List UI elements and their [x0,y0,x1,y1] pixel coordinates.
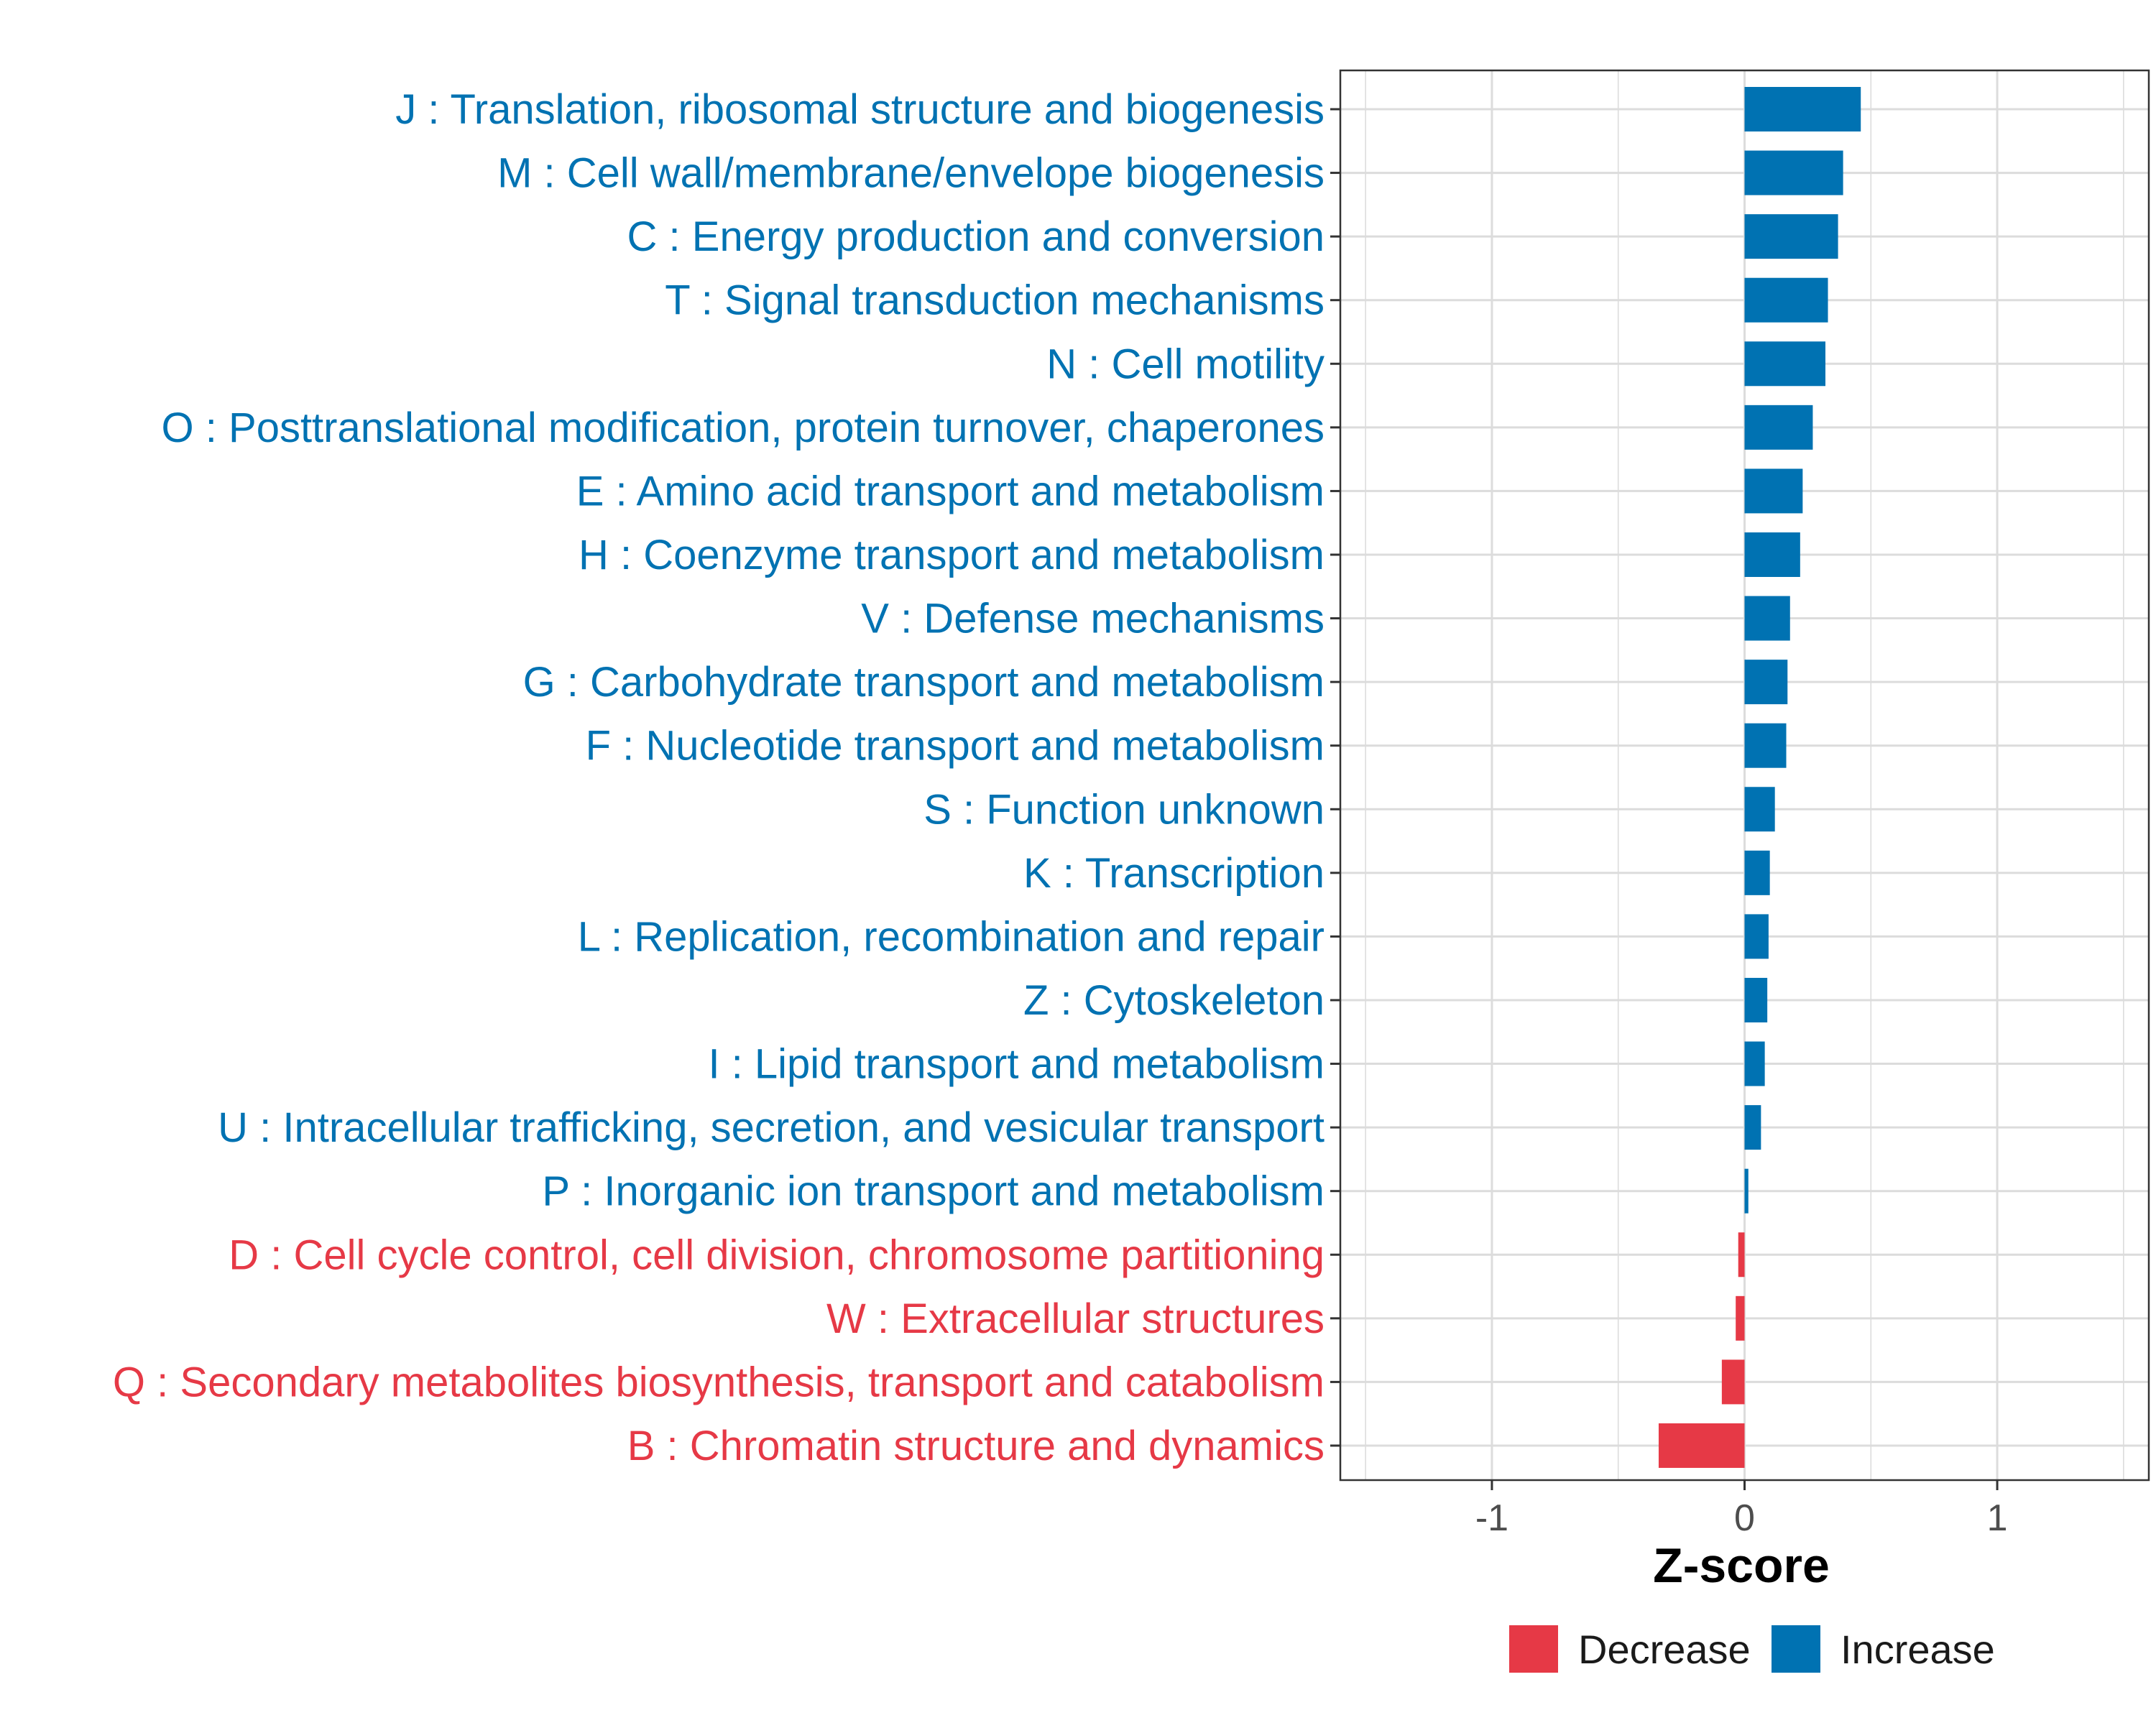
bar-s [1744,787,1775,832]
category-label: C : Energy production and conversion [627,213,1325,260]
category-label: W : Extracellular structures [826,1295,1325,1342]
bar-h [1744,532,1800,577]
bar-f [1744,723,1787,768]
category-label: E : Amino acid transport and metabolism [576,468,1325,514]
category-label: H : Coenzyme transport and metabolism [579,532,1325,578]
bar-z [1744,977,1768,1022]
bar-u [1744,1105,1761,1150]
category-label: Z : Cytoskeleton [1023,977,1325,1024]
category-label: S : Function unknown [923,786,1325,833]
bar-t [1744,277,1828,323]
category-label: U : Intracellular trafficking, secretion… [218,1104,1325,1151]
category-label: J : Translation, ribosomal structure and… [395,86,1325,133]
category-label: Q : Secondary metabolites biosynthesis, … [113,1359,1325,1405]
bars-layer [1658,87,1861,1468]
bar-c [1744,214,1838,259]
bar-g [1744,660,1788,705]
legend-label-decrease: Decrease [1578,1627,1751,1672]
bar-d [1738,1232,1745,1277]
category-label: B : Chromatin structure and dynamics [627,1423,1325,1469]
bar-n [1744,341,1825,387]
category-label: O : Posttranslational modification, prot… [162,405,1325,451]
x-tick-label: 0 [1734,1497,1755,1539]
bar-m [1744,150,1843,195]
bar-j [1744,87,1861,131]
ticks-layer: -1 0 1 [1330,108,2008,1539]
bar-w [1736,1295,1745,1341]
category-label: F : Nucleotide transport and metabolism [586,723,1325,770]
bar-e [1744,468,1803,514]
bar-o [1744,405,1813,450]
category-label: M : Cell wall/membrane/envelope biogenes… [497,150,1325,197]
bar-q [1721,1359,1745,1405]
bar-i [1744,1041,1765,1086]
category-label: G : Carbohydrate transport and metabolis… [523,659,1325,706]
bar-l [1744,914,1769,959]
bar-p [1744,1168,1749,1214]
x-tick-label: -1 [1475,1497,1508,1539]
category-labels: J : Translation, ribosomal structure and… [113,86,1325,1469]
category-label: L : Replication, recombination and repai… [578,913,1325,960]
x-tick-label: 1 [1987,1497,2008,1539]
category-label: N : Cell motility [1046,341,1325,387]
category-label: V : Defense mechanisms [861,596,1325,642]
category-label: K : Transcription [1023,850,1325,897]
category-label: D : Cell cycle control, cell division, c… [229,1232,1325,1278]
category-label: I : Lipid transport and metabolism [708,1041,1325,1088]
legend-key-decrease [1509,1625,1558,1673]
bar-v [1744,596,1790,641]
category-label: T : Signal transduction mechanisms [665,277,1325,324]
bar-k [1744,850,1770,895]
legend-key-increase [1772,1625,1820,1673]
bar-b [1658,1423,1745,1468]
legend-label-increase: Increase [1841,1627,1995,1672]
category-label: P : Inorganic ion transport and metaboli… [542,1168,1325,1215]
legend: Decrease Increase [1509,1625,1995,1673]
x-axis-title: Z-score [1653,1538,1830,1593]
